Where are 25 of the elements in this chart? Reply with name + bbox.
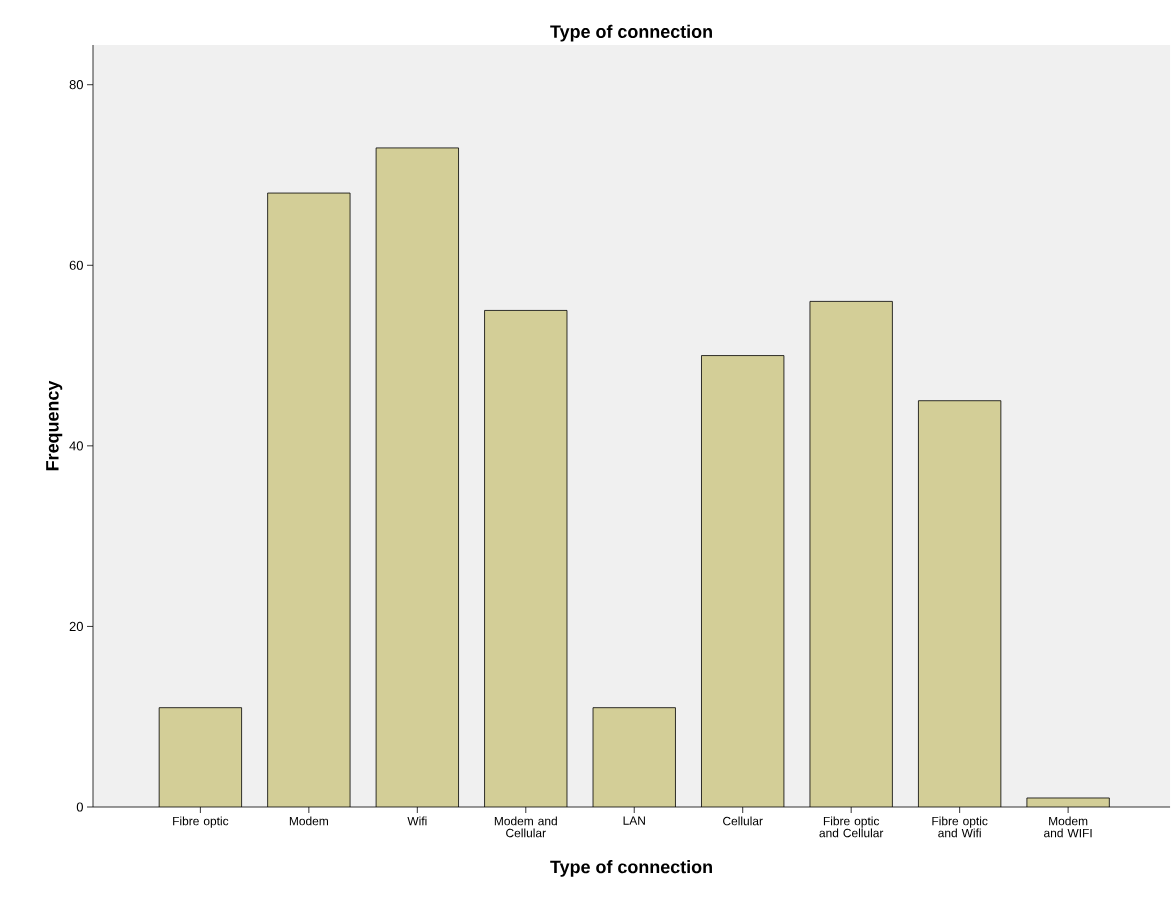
y-tick-label: 80	[69, 80, 83, 90]
x-tick-label: Fibre optic	[173, 816, 229, 828]
x-tick-label: Modem	[289, 816, 328, 826]
y-tick-label: 60	[69, 260, 83, 270]
chart-title: Type of connection	[550, 24, 712, 42]
bar	[593, 707, 676, 807]
x-tick-label: LAN	[623, 816, 645, 825]
bar	[159, 707, 242, 807]
bar	[484, 310, 567, 807]
bar	[376, 147, 459, 807]
x-axis-title: Type of connection	[550, 860, 712, 877]
x-tick-label: Wifi	[407, 816, 427, 826]
y-tick-label: 0	[76, 802, 83, 812]
x-tick-label: Fibre optic and Cellular	[819, 816, 884, 838]
x-tick-label: Fibre optic and Wifi	[932, 816, 988, 838]
bar	[809, 301, 893, 807]
x-tick-label: Cellular	[723, 816, 763, 826]
x-tick-label: Modem and Cellular	[494, 816, 557, 838]
bar	[918, 400, 1001, 807]
y-tick-label: 40	[69, 441, 83, 451]
bar	[701, 355, 784, 807]
y-tick-label: 20	[69, 621, 83, 632]
bar	[267, 193, 351, 807]
y-axis-title: Frequency	[46, 380, 63, 471]
x-tick-label: Modem and WIFI	[1044, 816, 1092, 838]
